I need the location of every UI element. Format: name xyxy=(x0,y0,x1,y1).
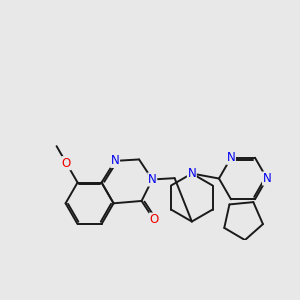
Text: O: O xyxy=(62,157,71,170)
Text: N: N xyxy=(188,167,196,180)
Text: N: N xyxy=(111,154,119,167)
Text: N: N xyxy=(262,172,272,185)
Text: N: N xyxy=(148,173,157,186)
Text: N: N xyxy=(226,151,236,164)
Text: O: O xyxy=(149,213,158,226)
